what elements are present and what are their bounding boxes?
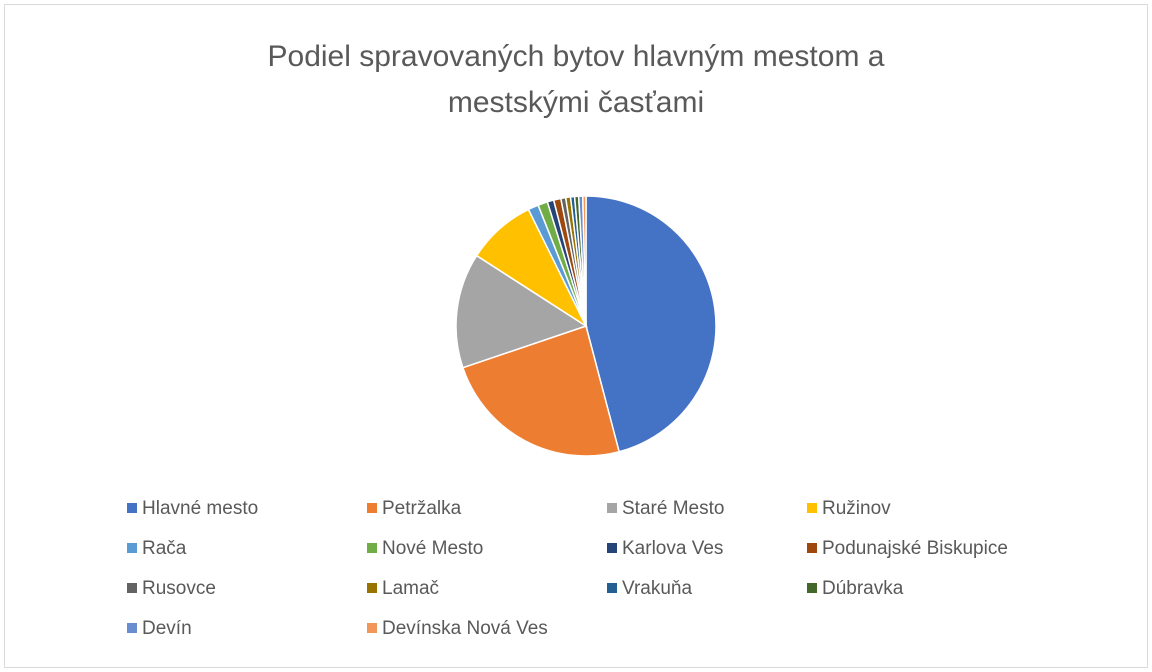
pie-slice (455, 254, 588, 369)
legend-label: Dúbravka (822, 578, 904, 599)
legend-label: Ružinov (822, 498, 891, 519)
legend-swatch (367, 503, 377, 513)
legend-swatch (807, 583, 817, 593)
legend-swatch (367, 623, 377, 633)
legend-swatch (367, 583, 377, 593)
pie-slice (585, 195, 717, 453)
legend-label: Petržalka (382, 498, 462, 519)
legend-swatch (607, 503, 617, 513)
chart-title: Podiel spravovaných bytov hlavným mestom… (267, 40, 885, 119)
legend-label: Rusovce (142, 578, 216, 599)
legend-swatch (127, 623, 137, 633)
legend-swatch (367, 543, 377, 553)
legend-label: Staré Mesto (622, 498, 724, 519)
legend-label: Lamač (382, 578, 439, 599)
pie-slice (581, 195, 587, 327)
legend-label: Rača (142, 538, 187, 559)
pie-slice (461, 325, 621, 457)
legend-label: Vrakuňa (622, 578, 692, 599)
legend-swatch (807, 543, 817, 553)
legend-label: Podunajské Biskupice (822, 538, 1008, 559)
legend-swatch (607, 583, 617, 593)
legend-label: Devínska Nová Ves (382, 618, 548, 639)
legend-swatch (127, 543, 137, 553)
legend-label: Hlavné mesto (142, 498, 258, 519)
legend-swatch (127, 583, 137, 593)
legend-label: Karlova Ves (622, 538, 723, 559)
legend-swatch (607, 543, 617, 553)
legend-label: Devín (142, 618, 192, 639)
chart-frame (4, 4, 1148, 668)
legend-swatch (807, 503, 817, 513)
legend-label: Nové Mesto (382, 538, 483, 559)
legend-swatch (127, 503, 137, 513)
